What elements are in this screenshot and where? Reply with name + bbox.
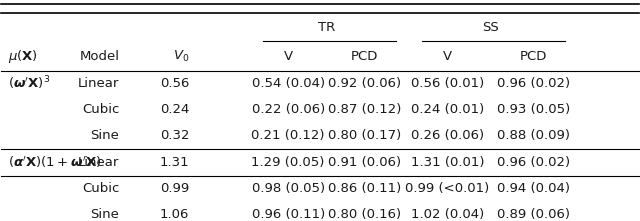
Text: 0.99 (<0.01): 0.99 (<0.01): [405, 182, 490, 195]
Text: Sine: Sine: [90, 130, 119, 143]
Text: 0.92 (0.06): 0.92 (0.06): [328, 77, 401, 90]
Text: 0.54 (0.04): 0.54 (0.04): [252, 77, 324, 90]
Text: 0.56: 0.56: [160, 77, 189, 90]
Text: Model: Model: [79, 50, 119, 63]
Text: 0.21 (0.12): 0.21 (0.12): [252, 130, 325, 143]
Text: $(\boldsymbol{\omega}^\prime\mathbf{X})^3$: $(\boldsymbol{\omega}^\prime\mathbf{X})^…: [8, 75, 50, 92]
Text: 0.22 (0.06): 0.22 (0.06): [252, 103, 324, 116]
Text: 1.31: 1.31: [160, 156, 189, 169]
Text: PCD: PCD: [351, 50, 378, 63]
Text: 0.89 (0.06): 0.89 (0.06): [497, 208, 570, 221]
Text: 0.96 (0.11): 0.96 (0.11): [252, 208, 324, 221]
Text: $\mu(\mathbf{X})$: $\mu(\mathbf{X})$: [8, 48, 38, 65]
Text: V: V: [284, 50, 292, 63]
Text: $(\boldsymbol{\alpha}^\prime\mathbf{X})(1 + \boldsymbol{\omega}^\prime\mathbf{X}: $(\boldsymbol{\alpha}^\prime\mathbf{X})(…: [8, 154, 101, 170]
Text: 0.99: 0.99: [160, 182, 189, 195]
Text: Sine: Sine: [90, 208, 119, 221]
Text: TR: TR: [317, 21, 335, 34]
Text: Linear: Linear: [78, 77, 119, 90]
Text: Cubic: Cubic: [82, 103, 119, 116]
Text: 0.93 (0.05): 0.93 (0.05): [497, 103, 570, 116]
Text: 1.06: 1.06: [160, 208, 189, 221]
Text: 0.87 (0.12): 0.87 (0.12): [328, 103, 401, 116]
Text: 1.31 (0.01): 1.31 (0.01): [411, 156, 484, 169]
Text: 0.94 (0.04): 0.94 (0.04): [497, 182, 570, 195]
Text: 0.96 (0.02): 0.96 (0.02): [497, 156, 570, 169]
Text: Cubic: Cubic: [82, 182, 119, 195]
Text: SS: SS: [482, 21, 499, 34]
Text: 0.24: 0.24: [160, 103, 189, 116]
Text: 1.29 (0.05): 1.29 (0.05): [252, 156, 325, 169]
Text: 0.24 (0.01): 0.24 (0.01): [411, 103, 484, 116]
Text: PCD: PCD: [520, 50, 547, 63]
Text: 1.02 (0.04): 1.02 (0.04): [411, 208, 484, 221]
Text: 0.26 (0.06): 0.26 (0.06): [411, 130, 484, 143]
Text: 0.88 (0.09): 0.88 (0.09): [497, 130, 570, 143]
Text: 0.98 (0.05): 0.98 (0.05): [252, 182, 324, 195]
Text: 0.86 (0.11): 0.86 (0.11): [328, 182, 401, 195]
Text: 0.80 (0.16): 0.80 (0.16): [328, 208, 401, 221]
Text: 0.91 (0.06): 0.91 (0.06): [328, 156, 401, 169]
Text: 0.96 (0.02): 0.96 (0.02): [497, 77, 570, 90]
Text: 0.32: 0.32: [160, 130, 189, 143]
Text: $V_0$: $V_0$: [173, 49, 189, 64]
Text: V: V: [443, 50, 452, 63]
Text: 0.80 (0.17): 0.80 (0.17): [328, 130, 401, 143]
Text: 0.56 (0.01): 0.56 (0.01): [411, 77, 484, 90]
Text: Linear: Linear: [78, 156, 119, 169]
